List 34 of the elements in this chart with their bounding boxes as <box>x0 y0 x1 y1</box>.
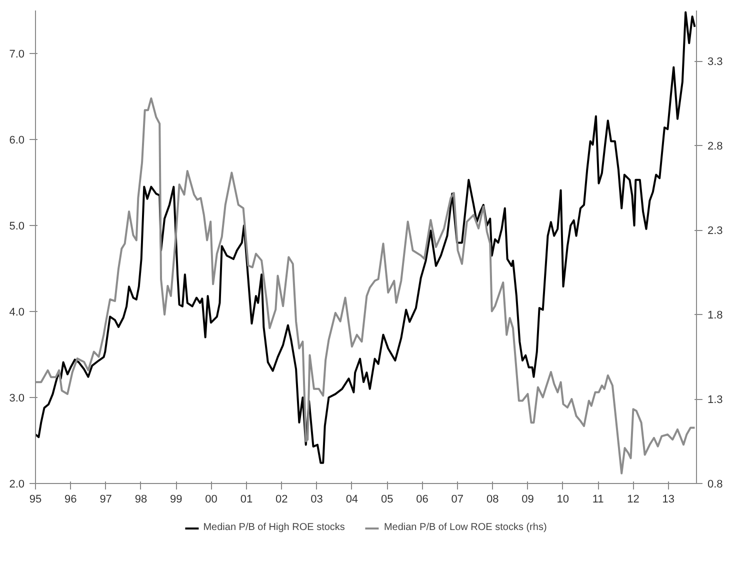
legend-label: Median P/B of Low ROE stocks (rhs) <box>384 522 547 533</box>
y2-tick-label: 3.3 <box>708 56 723 68</box>
legend-label: Median P/B of High ROE stocks <box>203 522 345 533</box>
y-tick-label: 5.0 <box>9 220 25 232</box>
x-tick-label: 13 <box>662 494 675 506</box>
line-series <box>36 11 696 464</box>
y2-tick-label: 1.8 <box>708 310 723 322</box>
x-tick-label: 96 <box>64 494 77 506</box>
x-tick-label: 09 <box>522 494 534 506</box>
x-tick-label: 04 <box>346 494 358 506</box>
y2-tick-label: 2.8 <box>708 140 723 153</box>
y-tick-label: 6.0 <box>9 134 25 146</box>
x-tick-label: 95 <box>29 494 42 506</box>
y2-tick-label: 0.8 <box>708 478 723 490</box>
x-tick-label: 97 <box>100 494 112 506</box>
y2-tick-label: 1.3 <box>708 394 723 406</box>
y-tick-label: 3.0 <box>9 392 25 404</box>
x-tick-label: 99 <box>170 494 182 506</box>
x-tick-label: 11 <box>592 494 604 506</box>
x-tick-label: 07 <box>451 494 464 506</box>
y2-tick-label: 2.3 <box>708 225 723 238</box>
x-tick-label: 08 <box>486 494 499 506</box>
x-tick-label: 06 <box>416 494 428 506</box>
x-tick-label: 03 <box>310 494 323 506</box>
y-tick-label: 7.0 <box>9 48 25 60</box>
x-tick-label: 12 <box>627 494 640 506</box>
x-tick-label: 01 <box>240 494 253 506</box>
x-tick-label: 00 <box>205 494 218 506</box>
y-tick-label: 4.0 <box>9 306 25 318</box>
y-tick-label: 2.0 <box>9 478 25 490</box>
x-tick-label: 05 <box>380 494 394 506</box>
x-tick-label: 98 <box>134 494 148 506</box>
x-tick-label: 02 <box>276 494 288 506</box>
x-tick-label: 10 <box>556 494 570 506</box>
